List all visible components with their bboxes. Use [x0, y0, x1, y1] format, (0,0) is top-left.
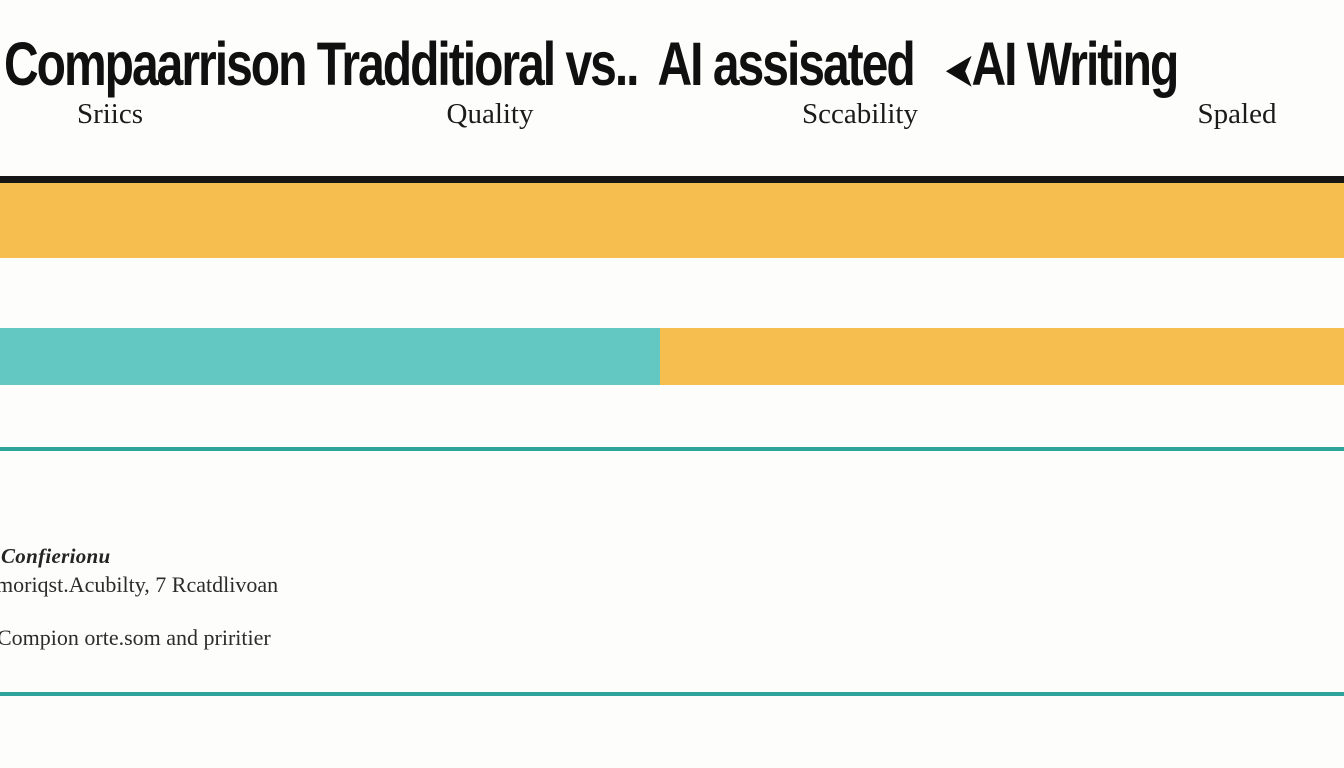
- footnote-line-3: Compion orte.som and priritier: [0, 625, 271, 650]
- bar-row-1: [0, 183, 1344, 258]
- column-header-spaled: Spaled: [1197, 98, 1277, 130]
- chart-title: Compaarrison Tradditioral vs.. AI assisa…: [4, 30, 1344, 100]
- title-segment-2: AI assisated: [657, 31, 916, 100]
- cursor-arrow-icon: ➤: [943, 44, 976, 98]
- column-header-sccability: Sccability: [802, 98, 918, 130]
- bar-row-2: [0, 328, 1344, 385]
- footnote-line-2: moriqst.Acubilty, 7 Rcatdlivoan: [0, 572, 279, 597]
- column-header-sriics: Sriics: [76, 98, 144, 130]
- bar-segment-teal: [0, 328, 660, 385]
- divider-teal-top: [0, 447, 1344, 451]
- column-header-quality: Quality: [446, 98, 534, 130]
- title-segment-3: AI Writing: [971, 31, 1180, 100]
- bar-segment-yellow: [0, 183, 1344, 258]
- divider-teal-bottom: [0, 692, 1344, 696]
- divider-black-rule: [0, 176, 1344, 183]
- title-segment-1: Compaarrison Tradditioral vs..: [4, 31, 640, 100]
- bar-segment-yellow: [659, 328, 1344, 385]
- footnote-caption: Confierionu: [1, 544, 111, 568]
